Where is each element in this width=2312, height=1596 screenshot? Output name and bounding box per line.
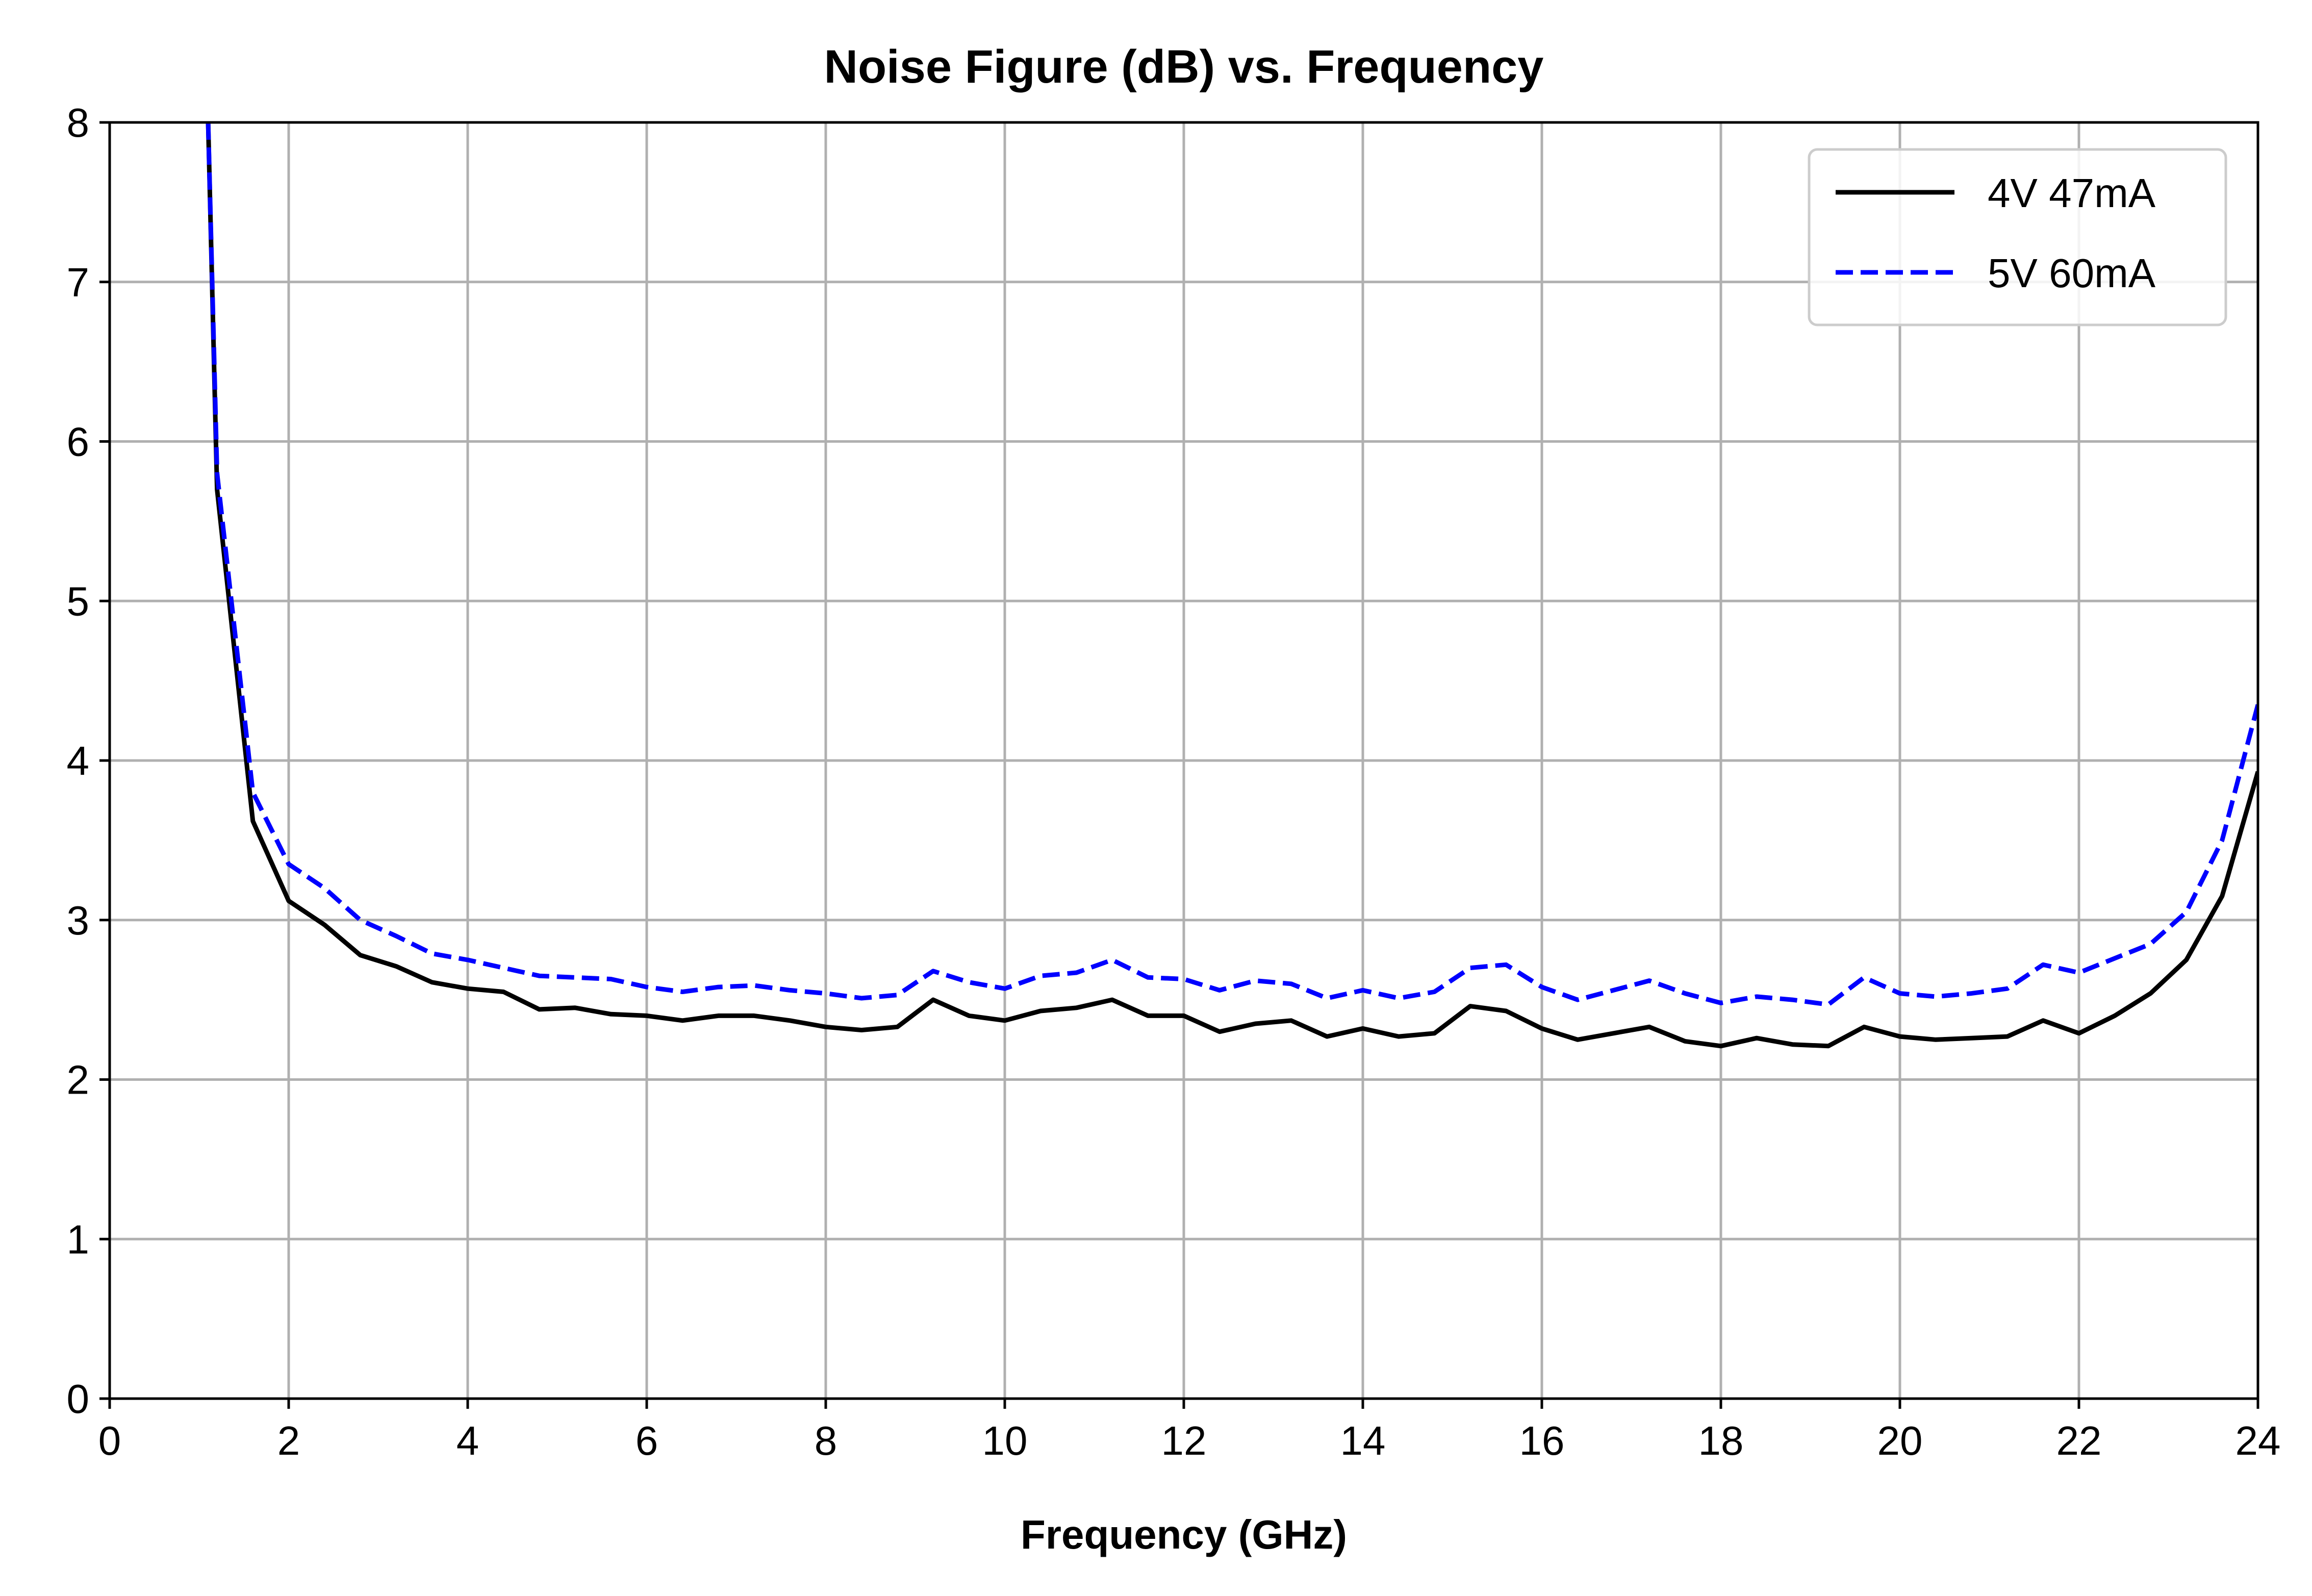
y-tick-label: 2: [67, 1057, 90, 1103]
x-tick-label: 20: [1877, 1418, 1923, 1463]
y-tick-label: 7: [67, 260, 90, 305]
y-tick-label: 1: [67, 1217, 90, 1262]
legend-label-4v-47ma: 4V 47mA: [1988, 170, 2156, 216]
y-tick-label: 4: [67, 738, 90, 783]
y-tick-label: 5: [67, 578, 90, 624]
y-tick-label: 0: [67, 1376, 90, 1422]
x-tick-label: 12: [1161, 1418, 1207, 1463]
x-tick-label: 6: [636, 1418, 658, 1463]
x-tick-label: 0: [98, 1418, 121, 1463]
series-line-5v-60ma: [206, 122, 2258, 1007]
series-layer: [206, 122, 2258, 1049]
y-tick-label: 3: [67, 898, 90, 943]
x-axis-label: Frequency (GHz): [1021, 1512, 1347, 1557]
x-tick-label: 16: [1519, 1418, 1565, 1463]
legend-label-5v-60ma: 5V 60mA: [1988, 250, 2156, 296]
x-tick-label: 24: [2235, 1418, 2281, 1463]
chart-title: Noise Figure (dB) vs. Frequency: [824, 41, 1544, 93]
x-tick-label: 10: [982, 1418, 1028, 1463]
legend: 4V 47mA 5V 60mA: [1808, 148, 2227, 326]
series-line-4v-47ma: [206, 122, 2258, 1049]
x-tick-label: 14: [1340, 1418, 1386, 1463]
y-tick-label: 8: [67, 100, 90, 145]
x-tick-label: 4: [456, 1418, 479, 1463]
x-tick-label: 18: [1698, 1418, 1744, 1463]
y-tick-label: 6: [67, 419, 90, 465]
x-tick-label: 2: [277, 1418, 300, 1463]
x-tick-label: 8: [815, 1418, 837, 1463]
x-tick-label: 22: [2056, 1418, 2102, 1463]
